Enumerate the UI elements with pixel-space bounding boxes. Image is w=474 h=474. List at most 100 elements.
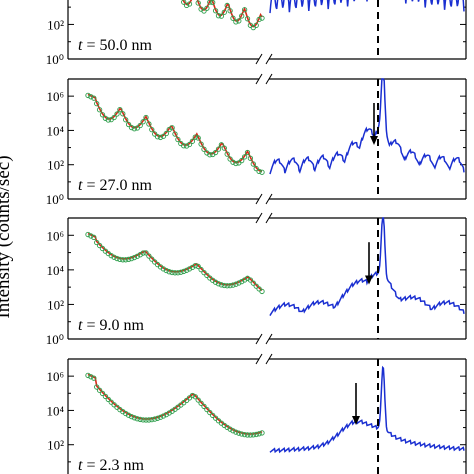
measured-point xyxy=(230,159,236,165)
measured-point xyxy=(143,114,149,121)
axis-break-mark xyxy=(265,353,273,365)
measured-point xyxy=(250,161,256,167)
measured-point xyxy=(233,160,239,167)
measured-point xyxy=(96,107,103,113)
measured-point xyxy=(218,282,225,288)
measured-point xyxy=(198,400,204,406)
measured-point xyxy=(198,266,204,273)
measured-point xyxy=(195,135,201,141)
scan-curve xyxy=(269,365,465,454)
axis-break-mark xyxy=(265,212,273,224)
measured-point xyxy=(224,151,230,157)
measured-point xyxy=(169,269,175,276)
measured-point xyxy=(247,277,254,283)
measured-point xyxy=(131,415,138,421)
axis-break-mark xyxy=(255,212,263,224)
measured-point xyxy=(149,126,155,133)
measured-point xyxy=(233,281,239,287)
scan-curve xyxy=(269,78,465,175)
measured-point xyxy=(250,280,256,286)
measured-point xyxy=(218,142,225,148)
measured-point xyxy=(114,111,120,117)
measured-point xyxy=(152,131,158,137)
scan-curve xyxy=(269,0,465,14)
measured-point xyxy=(146,417,152,423)
panel-4: 10² 10⁴ 10⁶ t = 2.3 nm xyxy=(46,353,467,474)
axis-break-mark xyxy=(265,333,273,345)
measured-point xyxy=(195,0,201,6)
measured-point xyxy=(143,250,149,256)
measured-point xyxy=(210,412,216,419)
measured-point xyxy=(256,16,262,23)
measured-point xyxy=(236,280,242,286)
measured-point xyxy=(125,121,132,128)
measured-point xyxy=(198,141,204,147)
measured-point xyxy=(212,415,219,421)
measured-point xyxy=(111,114,117,121)
measured-point xyxy=(256,431,262,437)
measured-point xyxy=(224,283,230,289)
measured-point xyxy=(239,431,245,437)
measured-point xyxy=(125,412,132,418)
panel-3: 10⁰ 10² 10⁴ 10⁶ t = 9.0 nm xyxy=(46,212,467,347)
measured-point xyxy=(215,146,222,152)
measured-point xyxy=(230,15,236,21)
measured-point xyxy=(163,267,169,274)
measured-point xyxy=(195,263,201,270)
measured-point xyxy=(117,256,123,263)
arrow-head xyxy=(365,275,373,285)
measured-point xyxy=(178,269,184,275)
measured-point xyxy=(94,384,100,390)
measured-point xyxy=(85,92,91,99)
measured-point xyxy=(192,263,198,269)
measured-point xyxy=(236,430,242,436)
thickness-label: t = 50.0 nm xyxy=(78,37,152,54)
measured-point xyxy=(94,100,100,107)
measured-point xyxy=(123,410,129,417)
measured-point xyxy=(253,22,259,28)
measured-point xyxy=(212,8,219,14)
measured-point xyxy=(212,279,219,285)
measured-point xyxy=(140,119,146,125)
measured-point xyxy=(114,255,120,262)
measured-point xyxy=(181,268,187,275)
measured-point xyxy=(253,165,259,172)
thickness-label: t = 9.0 nm xyxy=(78,317,144,334)
measured-point xyxy=(239,13,245,19)
measured-point xyxy=(215,281,222,287)
measured-point xyxy=(233,429,239,435)
thickness-label: t = 2.3 nm xyxy=(78,457,144,474)
fit-curve xyxy=(87,93,263,173)
measured-point xyxy=(210,0,216,6)
measured-point xyxy=(108,399,114,405)
measured-point xyxy=(181,0,187,5)
measured-point xyxy=(102,115,109,121)
measured-point xyxy=(117,107,123,113)
measured-point xyxy=(88,374,94,380)
measured-point xyxy=(221,282,227,289)
measured-point xyxy=(227,426,233,432)
measured-point xyxy=(183,267,190,273)
measured-point xyxy=(169,125,175,131)
measured-point xyxy=(105,117,111,123)
measured-point xyxy=(134,416,140,422)
thickness-label: t = 27.0 nm xyxy=(78,177,152,194)
panel-1: 10⁰ 10² t = 50.0 nm xyxy=(46,0,467,67)
measured-point xyxy=(195,397,201,403)
measured-point xyxy=(259,15,265,21)
measured-point xyxy=(149,416,155,423)
measured-point xyxy=(131,126,138,132)
axis-break-mark xyxy=(265,53,273,65)
measured-point xyxy=(140,417,146,423)
y-tick-label: 10⁴ xyxy=(46,403,64,418)
y-tick-label: 10⁰ xyxy=(46,332,64,347)
measured-point xyxy=(137,252,143,258)
y-tick-label: 10⁰ xyxy=(46,192,64,207)
measured-point xyxy=(227,8,233,14)
measured-point xyxy=(227,282,233,289)
measured-point xyxy=(224,2,230,9)
axis-break-mark xyxy=(255,333,263,345)
measured-point xyxy=(230,282,236,288)
measured-point xyxy=(96,242,103,249)
